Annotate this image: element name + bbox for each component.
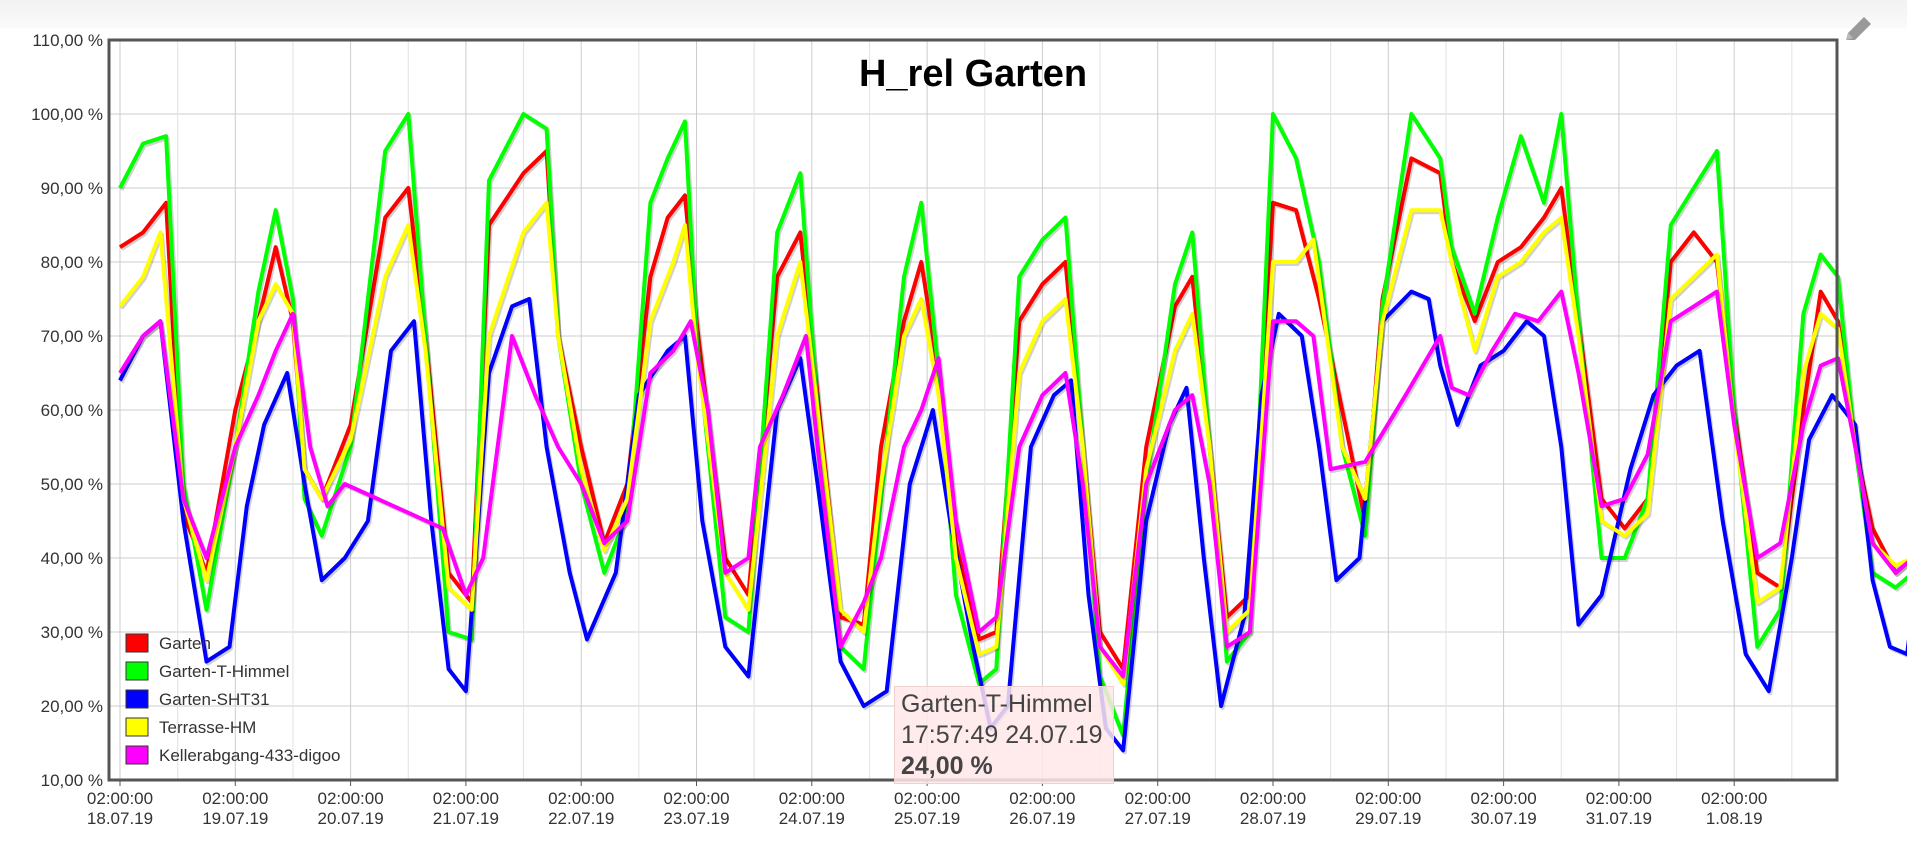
x-tick-date: 1.08.19 xyxy=(1706,809,1763,828)
x-tick-date: 19.07.19 xyxy=(202,809,268,828)
data-tooltip: Garten-T-Himmel 17:57:49 24.07.19 24,00 … xyxy=(894,686,1114,784)
x-tick-date: 30.07.19 xyxy=(1471,809,1537,828)
x-tick-time: 02:00:00 xyxy=(894,789,960,808)
x-tick-date: 27.07.19 xyxy=(1125,809,1191,828)
y-tick-label: 90,00 % xyxy=(41,179,103,198)
x-tick-time: 02:00:00 xyxy=(1586,789,1652,808)
x-tick-date: 21.07.19 xyxy=(433,809,499,828)
legend-label[interactable]: Terrasse-HM xyxy=(159,718,256,737)
legend-swatch xyxy=(125,633,149,653)
legend-label[interactable]: Kellerabgang-433-digoo xyxy=(159,746,340,765)
x-tick-time: 02:00:00 xyxy=(1355,789,1421,808)
legend-swatch xyxy=(125,689,149,709)
x-tick-date: 29.07.19 xyxy=(1355,809,1421,828)
y-tick-label: 60,00 % xyxy=(41,401,103,420)
x-tick-time: 02:00:00 xyxy=(318,789,384,808)
tooltip-series: Garten-T-Himmel xyxy=(901,690,1093,718)
legend-label[interactable]: Garten-T-Himmel xyxy=(159,662,289,681)
x-tick-date: 28.07.19 xyxy=(1240,809,1306,828)
top-bar xyxy=(0,0,1907,28)
chart-title: H_rel Garten xyxy=(859,53,1087,95)
x-tick-time: 02:00:00 xyxy=(1471,789,1537,808)
y-tick-label: 50,00 % xyxy=(41,475,103,494)
axes: 10,00 % 20,00 % 30,00 % 40,00 % 50,00 % 60,00… xyxy=(31,31,1767,828)
x-tick-date: 24.07.19 xyxy=(779,809,845,828)
x-tick-date: 26.07.19 xyxy=(1009,809,1075,828)
y-tick-label: 100,00 % xyxy=(31,105,103,124)
y-tick-label: 70,00 % xyxy=(41,327,103,346)
x-tick-date: 18.07.19 xyxy=(87,809,153,828)
y-tick-label: 110,00 % xyxy=(32,31,103,50)
x-tick-time: 02:00:00 xyxy=(548,789,614,808)
x-tick-date: 25.07.19 xyxy=(894,809,960,828)
y-tick-label: 80,00 % xyxy=(41,253,103,272)
x-tick-date: 23.07.19 xyxy=(663,809,729,828)
y-tick-label: 40,00 % xyxy=(41,549,103,568)
x-tick-time: 02:00:00 xyxy=(433,789,499,808)
x-tick-time: 02:00:00 xyxy=(1125,789,1191,808)
y-tick-label: 20,00 % xyxy=(41,697,103,716)
x-tick-time: 02:00:00 xyxy=(1009,789,1075,808)
x-tick-time: 02:00:00 xyxy=(87,789,153,808)
x-tick-date: 31.07.19 xyxy=(1586,809,1652,828)
x-tick-date: 22.07.19 xyxy=(548,809,614,828)
series-lines xyxy=(118,112,1907,755)
series-line-garten-sht31[interactable] xyxy=(118,289,1907,753)
grid xyxy=(109,39,1837,781)
tooltip-value: 24,00 % xyxy=(901,752,993,780)
legend-swatch xyxy=(125,717,149,737)
legend-swatch xyxy=(125,661,149,681)
legend: Garten Garten-T-Himmel Garten-SHT31 Terrass… xyxy=(125,633,340,765)
series-line-kellerabgang-433-digoo[interactable] xyxy=(118,289,1907,679)
legend-label[interactable]: Garten xyxy=(159,634,211,653)
x-tick-date: 20.07.19 xyxy=(318,809,384,828)
y-tick-label: 30,00 % xyxy=(41,623,103,642)
x-tick-time: 02:00:00 xyxy=(1701,789,1767,808)
x-tick-time: 02:00:00 xyxy=(1240,789,1306,808)
pencil-icon[interactable] xyxy=(1840,12,1876,48)
x-tick-time: 02:00:00 xyxy=(202,789,268,808)
legend-label[interactable]: Garten-SHT31 xyxy=(159,690,270,709)
x-tick-time: 02:00:00 xyxy=(663,789,729,808)
y-tick-label: 10,00 % xyxy=(41,771,103,790)
x-tick-time: 02:00:00 xyxy=(779,789,845,808)
tooltip-time: 17:57:49 24.07.19 xyxy=(901,721,1103,749)
legend-swatch xyxy=(125,745,149,765)
